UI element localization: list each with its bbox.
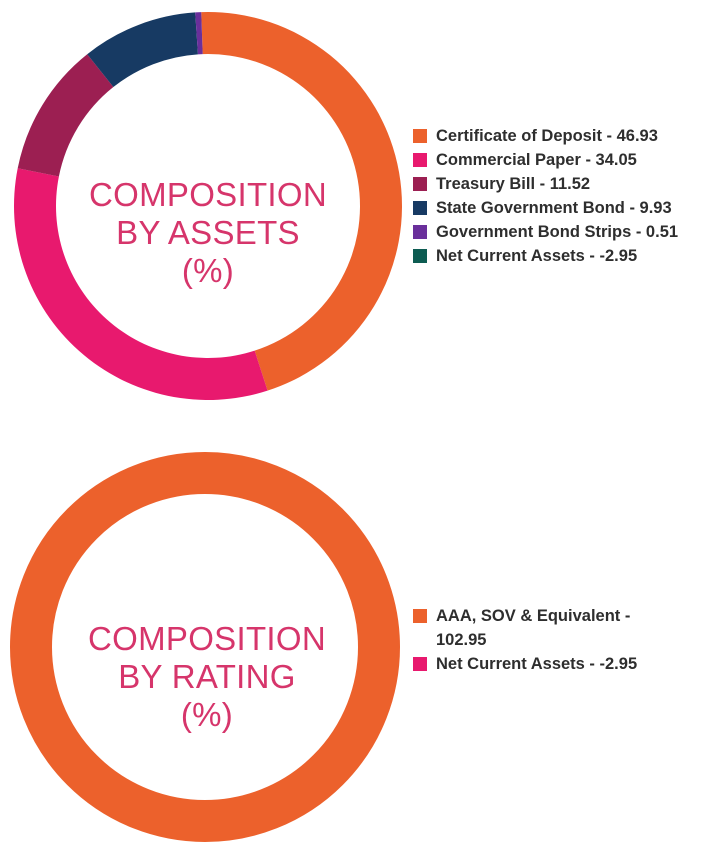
legend-label: Treasury Bill - 11.52 [436,175,591,193]
rating-center-line-1: COMPOSITION [88,620,326,657]
legend-swatch [413,657,427,671]
legend-label: Net Current Assets - -2.95 [436,247,638,265]
donut-slice-commercial-paper [14,168,268,400]
rating-center-line-2: BY RATING [118,658,296,695]
legend-swatch [413,129,427,143]
assets-donut [14,12,402,400]
legend-label: State Government Bond - 9.93 [436,199,672,217]
legend-label: Commercial Paper - 34.05 [436,151,637,169]
legend-swatch [413,225,427,239]
legend-item: Net Current Assets - -2.95 [413,652,723,676]
legend-item: Treasury Bill - 11.52 [413,172,723,196]
legend-label: Certificate of Deposit - 46.93 [436,127,658,145]
assets-center-line-1: COMPOSITION [89,176,327,213]
rating-legend: AAA, SOV & Equivalent - 102.95 Net Curre… [413,604,723,676]
legend-label: Net Current Assets - -2.95 [436,655,638,673]
assets-center-title: COMPOSITION BY ASSETS (%) [58,176,358,290]
donut-slice-treasury-bill [17,54,114,177]
legend-label: Government Bond Strips - 0.51 [436,223,679,241]
rating-center-line-3: (%) [180,696,234,733]
legend-swatch [413,201,427,215]
legend-item: AAA, SOV & Equivalent - 102.95 [413,604,723,652]
legend-swatch [413,177,427,191]
donut-slice-government-bond-strips [195,12,203,55]
legend-item: Government Bond Strips - 0.51 [413,220,723,244]
legend-item: Net Current Assets - -2.95 [413,244,723,268]
legend-item: Commercial Paper - 34.05 [413,148,723,172]
legend-item: Certificate of Deposit - 46.93 [413,124,723,148]
assets-center-line-3: (%) [181,252,235,289]
rating-donut [10,452,400,842]
donut-slice-aaa-sov-equivalent [10,452,400,842]
donut-slice-certificate-of-deposit [201,12,402,391]
legend-swatch [413,249,427,263]
rating-chart: COMPOSITION BY RATING (%) AAA, SOV & Equ… [0,430,723,852]
legend-swatch [413,153,427,167]
donut-slice-state-government-bond [87,12,198,88]
legend-item: State Government Bond - 9.93 [413,196,723,220]
legend-swatch [413,609,427,623]
assets-chart: COMPOSITION BY ASSETS (%) Certificate of… [0,0,723,420]
legend-label: AAA, SOV & Equivalent - 102.95 [436,607,631,649]
rating-center-title: COMPOSITION BY RATING (%) [57,620,357,734]
assets-center-line-2: BY ASSETS [116,214,300,251]
assets-legend: Certificate of Deposit - 46.93 Commercia… [413,124,723,268]
